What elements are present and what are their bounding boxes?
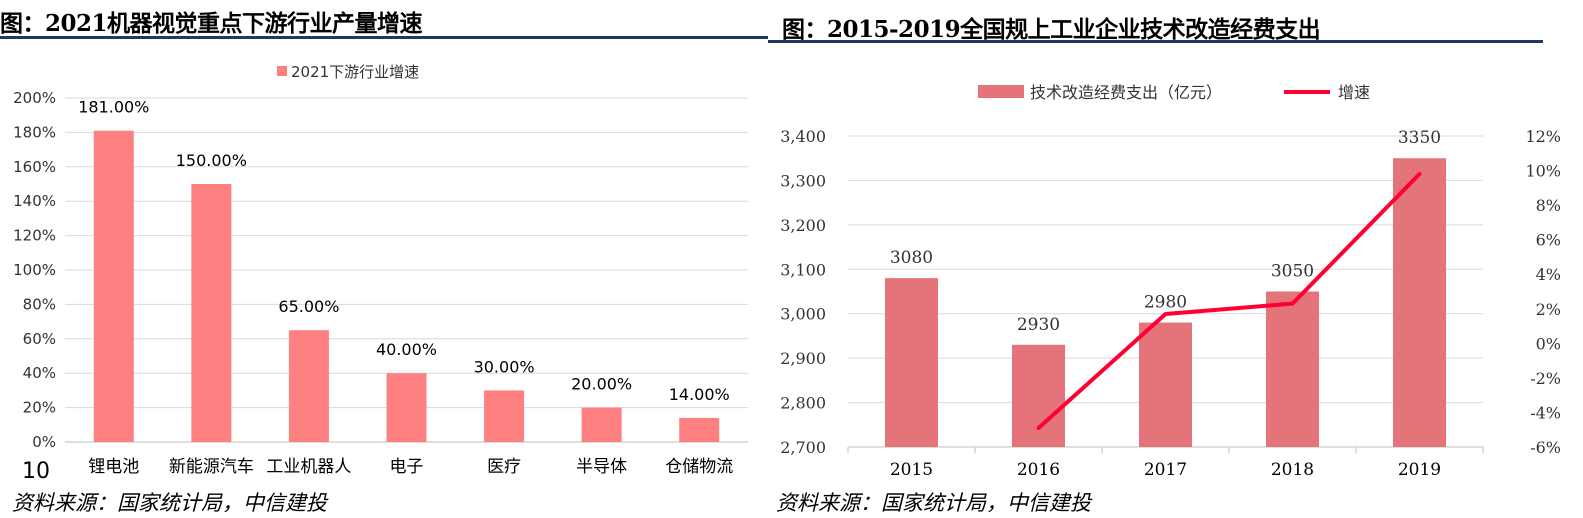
y2-tick-label: 8% xyxy=(1536,196,1561,215)
left-source-note: 资料来源：国家统计局，中信建投 xyxy=(12,491,327,515)
bar xyxy=(1012,344,1065,447)
data-label: 30.00% xyxy=(474,357,535,376)
x-tick-label: 2017 xyxy=(1144,460,1187,480)
x-tick-label: 2015 xyxy=(890,460,933,480)
y-tick-label: 100% xyxy=(13,261,56,279)
y-tick-label: 3,100 xyxy=(780,260,826,279)
data-label: 40.00% xyxy=(376,340,437,359)
bar xyxy=(288,330,329,442)
y-tick-label: 3,300 xyxy=(780,171,826,190)
legend-label: 2021下游行业增速 xyxy=(291,63,419,81)
y-tick-label: 120% xyxy=(13,227,56,245)
bar xyxy=(191,184,232,442)
y-tick-label: 2,900 xyxy=(780,349,826,368)
y-tick-label: 80% xyxy=(23,295,56,313)
y2-tick-label: 12% xyxy=(1525,127,1561,146)
right-chart: 2,700 2,800 2,900 3,000 3,100 3,200 3,300 3,400… xyxy=(780,83,1561,480)
data-label: 181.00% xyxy=(78,98,149,117)
bar xyxy=(679,417,720,442)
data-label: 3080 xyxy=(890,248,933,268)
x-tick-label: 医疗 xyxy=(487,457,521,477)
legend-swatch xyxy=(277,66,287,76)
data-label: 3050 xyxy=(1271,262,1314,282)
y2-tick-label: -2% xyxy=(1530,369,1561,388)
x-tick-label: 工业机器人 xyxy=(266,457,351,477)
y-tick-label: 60% xyxy=(23,330,56,348)
right-figure-title: 图：2015-2019全国规上工业企业技术改造经费支出 xyxy=(782,16,1321,43)
bar xyxy=(1393,158,1446,447)
y2-tick-label: 0% xyxy=(1536,334,1561,353)
x-tick-label: 2019 xyxy=(1398,460,1441,480)
data-label: 65.00% xyxy=(278,297,339,316)
x-tick-label: 仓储物流 xyxy=(665,457,733,477)
data-label: 20.00% xyxy=(571,375,632,394)
data-label: 2930 xyxy=(1017,315,1060,335)
y-tick-label: 20% xyxy=(23,399,56,417)
data-label: 14.00% xyxy=(669,385,730,404)
legend-label-bar: 技术改造经费支出（亿元） xyxy=(1030,83,1222,102)
y-tick-label: 40% xyxy=(23,364,56,382)
y2-tick-label: 6% xyxy=(1536,231,1561,250)
x-tick-label: 锂电池 xyxy=(88,457,139,477)
y2-tick-label: 4% xyxy=(1536,265,1561,284)
right-figure: 图：2015-2019全国规上工业企业技术改造经费支出 2,700 2,800 2,… xyxy=(768,0,1583,518)
x-tick-label: 新能源汽车 xyxy=(169,457,254,477)
legend-label-line: 增速 xyxy=(1338,83,1370,102)
y-tick-label: 3,000 xyxy=(780,305,826,324)
bar xyxy=(1266,291,1319,447)
page-number: 10 xyxy=(22,459,50,484)
x-tick-label: 半导体 xyxy=(576,457,627,477)
bar xyxy=(484,390,525,442)
right-title-rule xyxy=(768,40,1543,43)
data-label: 150.00% xyxy=(176,151,247,170)
data-label: 3350 xyxy=(1398,128,1441,148)
right-source-note: 资料来源：国家统计局，中信建投 xyxy=(776,491,1091,515)
x-tick-label: 2018 xyxy=(1271,460,1314,480)
bar xyxy=(581,407,622,442)
y-tick-label: 140% xyxy=(13,192,56,210)
left-figure-title: 图：2021机器视觉重点下游行业产量增速 xyxy=(0,10,423,37)
y2-tick-label: 2% xyxy=(1536,300,1561,319)
y-tick-label: 180% xyxy=(13,123,56,141)
bar xyxy=(1139,322,1192,447)
left-chart: 0% 20% 40% 60% 80% 100% 120% 140% 160% 180% 200% 18… xyxy=(13,63,748,477)
y-tick-label: 3,400 xyxy=(780,127,826,146)
left-figure: 图：2021机器视觉重点下游行业产量增速 0% 20% 40% 60% 80% 100% 1… xyxy=(0,0,770,518)
y2-tick-label: -4% xyxy=(1530,403,1561,422)
x-tick-label: 2016 xyxy=(1017,460,1060,480)
y-tick-label: 2,700 xyxy=(780,438,826,457)
y-tick-label: 200% xyxy=(13,89,56,107)
x-tick-label: 电子 xyxy=(390,457,424,477)
growth-line xyxy=(1036,172,1422,430)
bar xyxy=(93,130,134,442)
y-tick-label: 160% xyxy=(13,158,56,176)
y-tick-label: 3,200 xyxy=(780,216,826,235)
y-tick-label: 0% xyxy=(32,433,56,451)
y-tick-label: 2,800 xyxy=(780,394,826,413)
bar xyxy=(386,373,427,442)
left-title-rule xyxy=(0,36,768,39)
data-label: 2980 xyxy=(1144,293,1187,313)
y2-tick-label: 10% xyxy=(1525,162,1561,181)
bar xyxy=(885,278,938,447)
y2-tick-label: -6% xyxy=(1530,438,1561,457)
legend-swatch-bar xyxy=(978,85,1024,98)
